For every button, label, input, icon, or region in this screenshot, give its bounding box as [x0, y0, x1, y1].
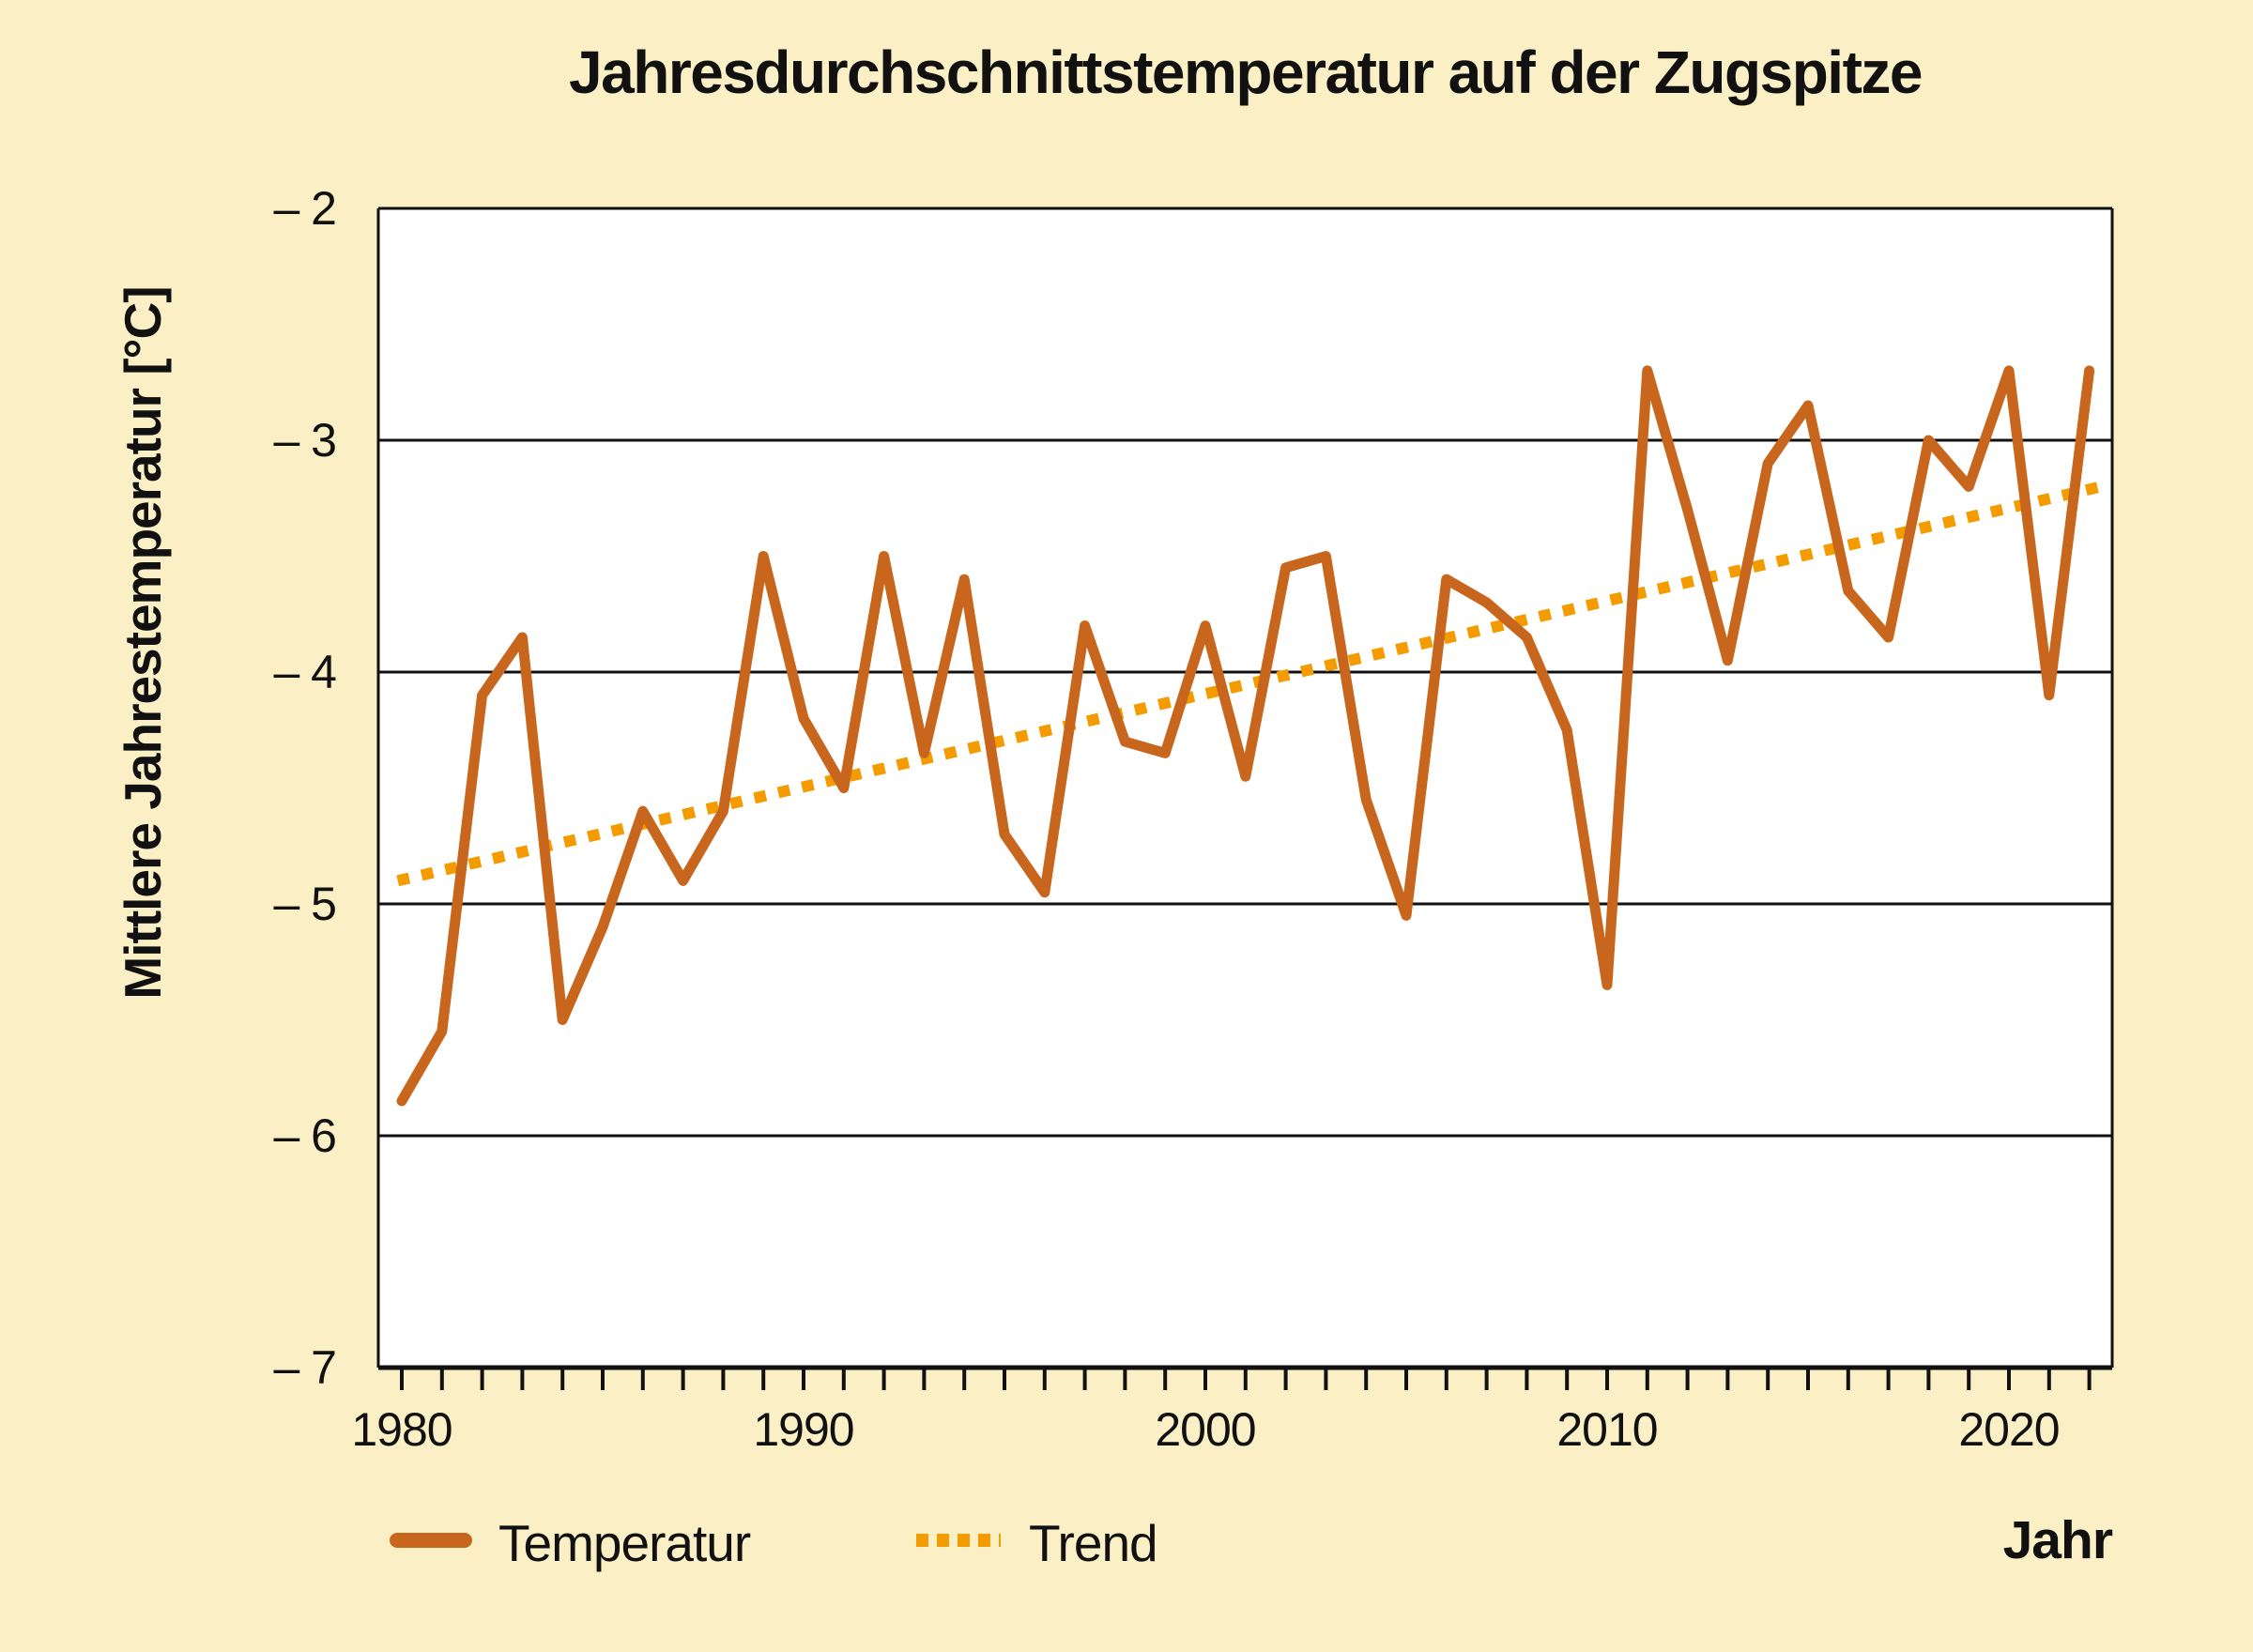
legend-swatch-trend — [916, 1534, 1001, 1547]
x-tick-label: 2020 — [1958, 1403, 2060, 1456]
legend-label-trend: Trend — [1029, 1514, 1158, 1572]
y-tick-label: – 3 — [273, 414, 337, 467]
x-tick-label: 2010 — [1556, 1403, 1658, 1456]
x-tick-label: 2000 — [1155, 1403, 1256, 1456]
x-tick-label: 1980 — [351, 1403, 452, 1456]
chart-title: Jahresdurchschnittstemperatur auf der Zu… — [569, 38, 1923, 106]
x-tick-label: 1990 — [753, 1403, 854, 1456]
legend-swatch-temperatur — [390, 1533, 472, 1548]
y-tick-label: – 5 — [273, 878, 337, 930]
plot-area — [378, 208, 2112, 1368]
temperature-line — [396, 365, 2095, 1107]
y-tick-label: – 2 — [273, 182, 337, 235]
y-tick-label: – 4 — [273, 646, 337, 698]
legend-label-temperatur: Temperatur — [498, 1514, 751, 1572]
x-axis-title: Jahr — [2002, 1510, 2113, 1570]
y-tick-label: – 6 — [273, 1109, 337, 1162]
y-tick-label: – 7 — [273, 1341, 337, 1394]
